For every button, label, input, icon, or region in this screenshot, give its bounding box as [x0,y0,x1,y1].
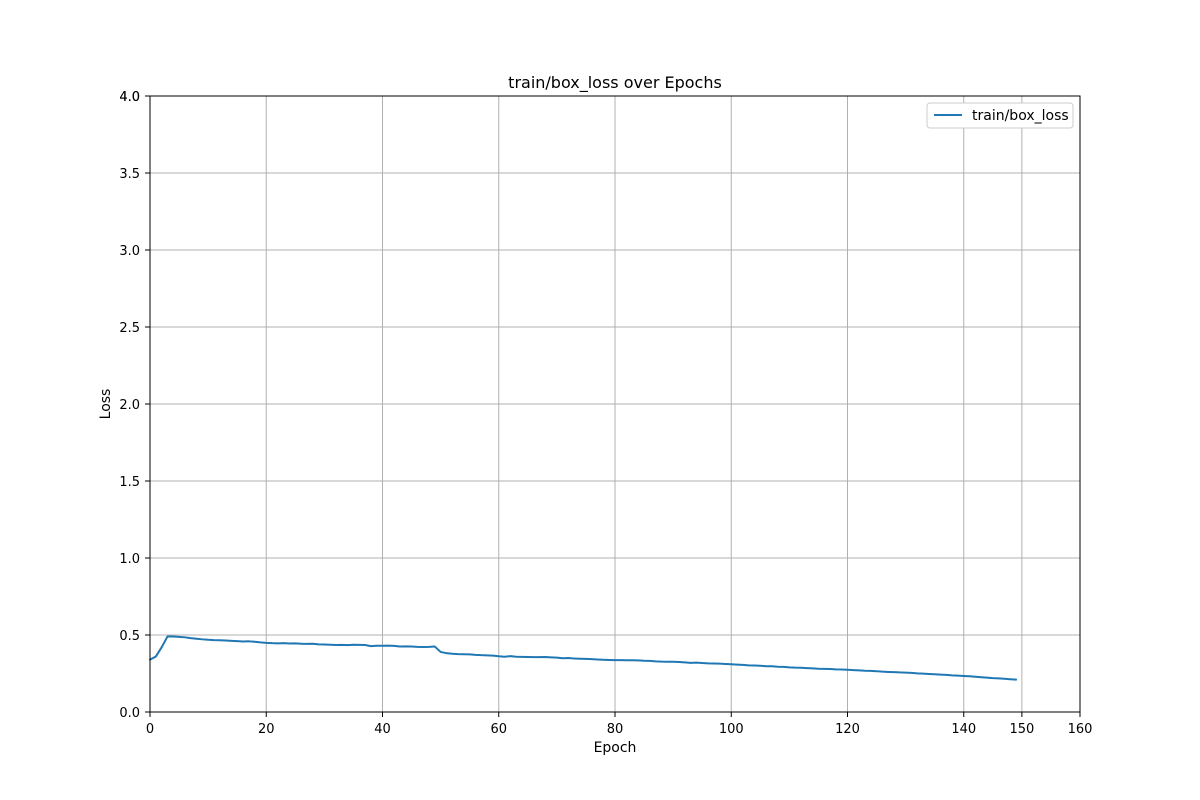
x-tick-label: 0 [146,722,154,737]
y-tick-label: 3.0 [119,244,140,259]
plot-frame [149,95,1081,713]
x-tick-label: 100 [719,722,744,737]
x-tick-label: 40 [374,722,391,737]
y-tick-label: 1.0 [119,552,140,567]
y-tick-label: 4.0 [119,90,140,105]
plot-area: 0 20 40 60 80 100 120 140 150 160 0.0 0.5 1.0 1.5 2.0… [119,90,1092,737]
x-tick-label: 120 [835,722,860,737]
legend-box [926,102,1074,129]
series-line-train-box-loss [149,635,1018,681]
x-tick-label: 150 [1009,722,1034,737]
x-tick-label: 160 [1068,722,1093,737]
y-tick-label: 4.0 [119,90,140,105]
y-axis-ticks: 0.00.51.01.52.02.53.03.54.04.0 [119,90,150,721]
y-tick-label: 2.5 [119,321,140,336]
y-tick-label: 0.0 [119,706,140,721]
y-tick-label: 0.5 [119,629,140,644]
y-tick-label: 3.5 [119,167,140,182]
x-tick-label: 60 [490,722,507,737]
x-axis-label: Epoch [594,740,637,756]
y-tick-label: 2.0 [119,398,140,413]
x-tick-label: 80 [607,722,624,737]
legend: train/box_loss [926,102,1074,129]
chart-title: train/box_loss over Epochs [508,73,722,93]
legend-label: train/box_loss [972,108,1069,124]
x-tick-label: 20 [258,722,275,737]
y-axis-label: Loss [98,389,114,420]
x-tick-label: 140 [951,722,976,737]
x-axis-ticks: 0 20 40 60 80 100 120 140 150 160 [146,712,1093,737]
y-tick-label: 1.5 [119,475,140,490]
